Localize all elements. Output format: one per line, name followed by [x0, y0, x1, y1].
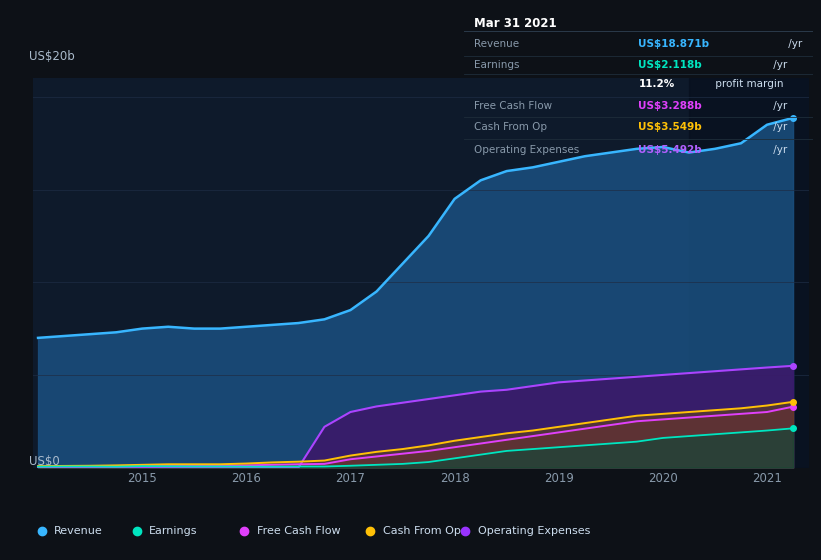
Text: US$0: US$0: [29, 455, 60, 468]
Text: Earnings: Earnings: [149, 526, 198, 535]
Text: US$5.492b: US$5.492b: [639, 145, 702, 155]
Text: Cash From Op: Cash From Op: [383, 526, 461, 535]
Text: Earnings: Earnings: [475, 60, 520, 71]
Text: Revenue: Revenue: [54, 526, 103, 535]
Text: US$18.871b: US$18.871b: [639, 39, 709, 49]
Text: Revenue: Revenue: [475, 39, 520, 49]
Text: 11.2%: 11.2%: [639, 79, 675, 89]
Text: US$3.549b: US$3.549b: [639, 122, 702, 132]
Text: US$20b: US$20b: [29, 50, 75, 63]
Text: US$3.288b: US$3.288b: [639, 101, 702, 110]
Text: /yr: /yr: [770, 122, 787, 132]
Text: Operating Expenses: Operating Expenses: [475, 145, 580, 155]
Text: /yr: /yr: [785, 39, 802, 49]
Text: Mar 31 2021: Mar 31 2021: [475, 17, 557, 30]
Text: Operating Expenses: Operating Expenses: [478, 526, 590, 535]
Text: /yr: /yr: [770, 145, 787, 155]
Text: /yr: /yr: [770, 101, 787, 110]
Text: Free Cash Flow: Free Cash Flow: [475, 101, 553, 110]
Bar: [689, 78, 821, 468]
Text: Cash From Op: Cash From Op: [475, 122, 548, 132]
Text: US$2.118b: US$2.118b: [639, 60, 702, 71]
Text: Free Cash Flow: Free Cash Flow: [257, 526, 340, 535]
Text: profit margin: profit margin: [712, 79, 783, 89]
Text: /yr: /yr: [770, 60, 787, 71]
